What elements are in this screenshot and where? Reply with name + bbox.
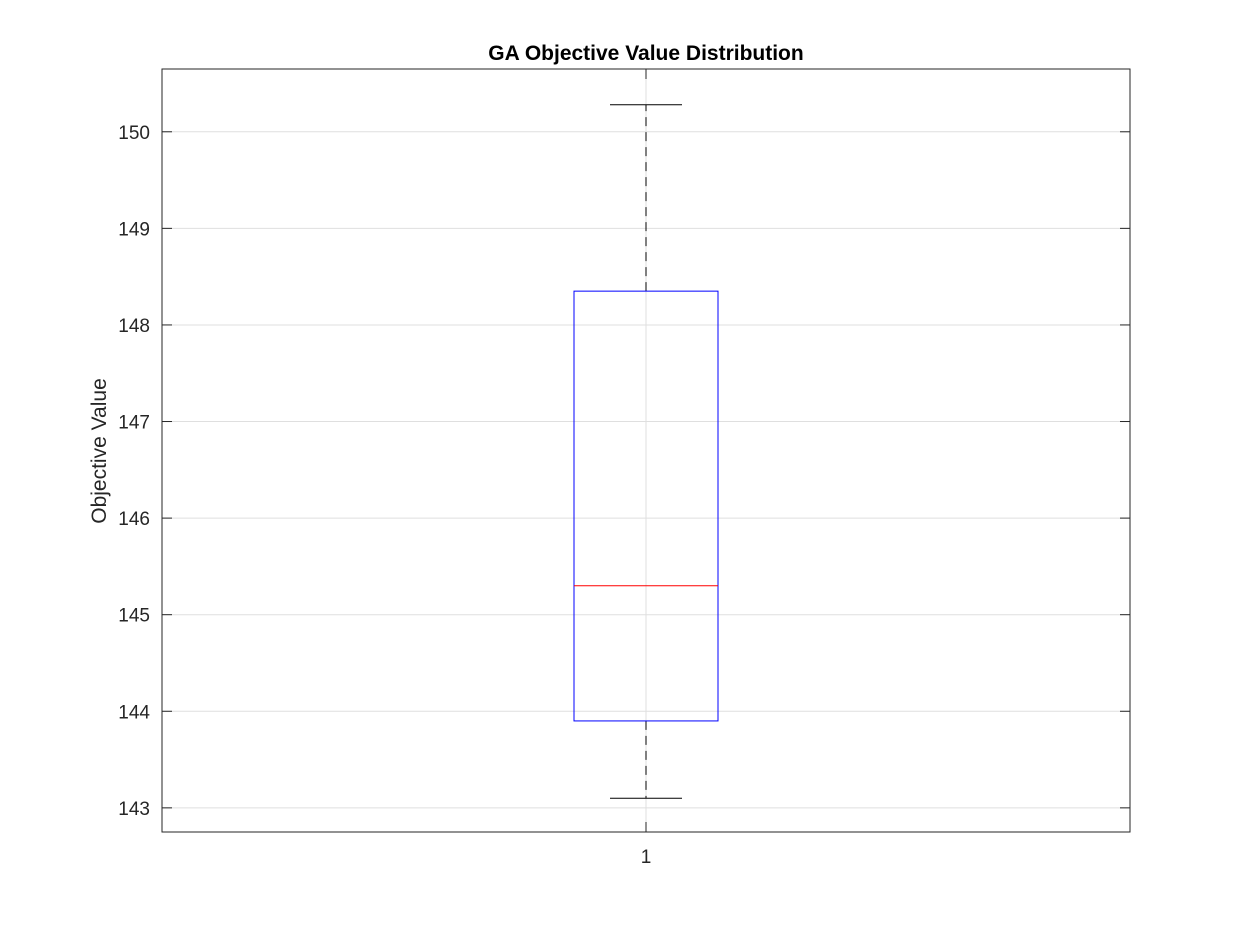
- y-axis-label: Objective Value: [88, 378, 111, 524]
- y-tick-label: 147: [118, 413, 150, 434]
- chart-title: GA Objective Value Distribution: [488, 42, 803, 65]
- y-tick-label: 145: [118, 606, 150, 627]
- y-tick-label: 150: [118, 123, 150, 144]
- axis-ticks: 143 144 145 146 147 148 149 150 1: [118, 69, 1130, 868]
- y-tick-label: 144: [118, 702, 150, 723]
- grid-lines: [162, 69, 1130, 832]
- interquartile-box: [573, 290, 719, 722]
- y-tick-label: 146: [118, 509, 150, 530]
- box-plot-1: [573, 104, 719, 799]
- y-tick-label: 148: [118, 316, 150, 337]
- y-tick-label: 143: [118, 799, 150, 820]
- box-plot-series: [573, 104, 719, 799]
- x-tick-label: 1: [641, 847, 652, 868]
- y-tick-label: 149: [118, 219, 150, 240]
